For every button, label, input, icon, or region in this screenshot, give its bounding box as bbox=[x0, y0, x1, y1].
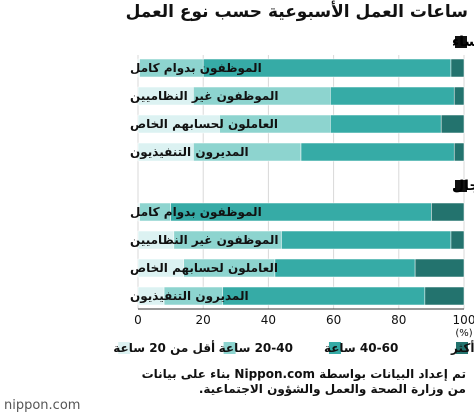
legend-swatch-h60plus bbox=[456, 342, 468, 354]
category-label: الموظفون غير النظاميين bbox=[130, 233, 279, 248]
brand-logo: nippon.com bbox=[4, 398, 81, 413]
category-label: المديرون التنفيذيون bbox=[130, 289, 249, 304]
category-label: المديرون التنفيذيون bbox=[130, 145, 249, 160]
legend-swatch-h40_60 bbox=[328, 342, 341, 354]
category-label: الموظفون غير النظاميين bbox=[130, 89, 279, 104]
bar-segment-h60plus bbox=[431, 202, 465, 222]
x-tick-label: 100 bbox=[453, 313, 474, 327]
category-label: الموظفون بدوام كامل bbox=[130, 205, 262, 220]
bar-segment-h40_60 bbox=[330, 86, 455, 106]
bar-segment-h60plus bbox=[414, 258, 465, 278]
legend-label: 60 ساعة أو أكثر bbox=[450, 340, 474, 356]
group-label: نساء bbox=[452, 34, 474, 50]
bar-segment-h60plus bbox=[453, 142, 465, 162]
source-note: تم إعداد البيانات بواسطة Nippon.com بناء… bbox=[141, 367, 466, 396]
bar-segment-h40_60 bbox=[281, 230, 452, 250]
x-tick-label: 80 bbox=[391, 313, 406, 327]
bar-segment-h60plus bbox=[453, 86, 465, 106]
x-tick-label: 0 bbox=[134, 313, 142, 327]
x-tick-label: 60 bbox=[326, 313, 341, 327]
bar-segment-h60plus bbox=[450, 58, 465, 78]
bar-segment-h40_60 bbox=[222, 286, 426, 306]
legend-swatch-lt20 bbox=[118, 342, 131, 354]
x-tick-label: 20 bbox=[196, 313, 211, 327]
group-marker-icon bbox=[455, 180, 467, 192]
legend-label: 20-40 ساعة bbox=[219, 341, 293, 355]
legend-label: 40-60 ساعة bbox=[324, 341, 398, 355]
category-label: الموظفون بدوام كامل bbox=[130, 61, 262, 76]
x-unit-label: (%) bbox=[455, 328, 472, 339]
bar-segment-h60plus bbox=[440, 114, 465, 134]
legend-swatch-h20_40 bbox=[223, 342, 236, 354]
group-marker-icon bbox=[455, 36, 467, 48]
group-label: رجال bbox=[452, 178, 474, 194]
bar-segment-h60plus bbox=[450, 230, 465, 250]
category-label: العاملون لحسابهم الخاص bbox=[130, 261, 278, 276]
chart-canvas: نساء الموظفون بدوام كامل الموظفون غير النظ… bbox=[113, 34, 474, 356]
category-label: العاملون لحسابهم الخاص bbox=[130, 117, 278, 132]
chart-title: ساعات العمل الأسبوعية حسب نوع العمل bbox=[125, 2, 468, 22]
bar-segment-h60plus bbox=[424, 286, 465, 306]
bar-segment-h40_60 bbox=[274, 258, 416, 278]
bar-segment-h40_60 bbox=[300, 142, 455, 162]
bar-segment-h40_60 bbox=[330, 114, 442, 134]
legend-label: أقل من 20 ساعة bbox=[113, 340, 215, 355]
x-tick-label: 40 bbox=[261, 313, 276, 327]
